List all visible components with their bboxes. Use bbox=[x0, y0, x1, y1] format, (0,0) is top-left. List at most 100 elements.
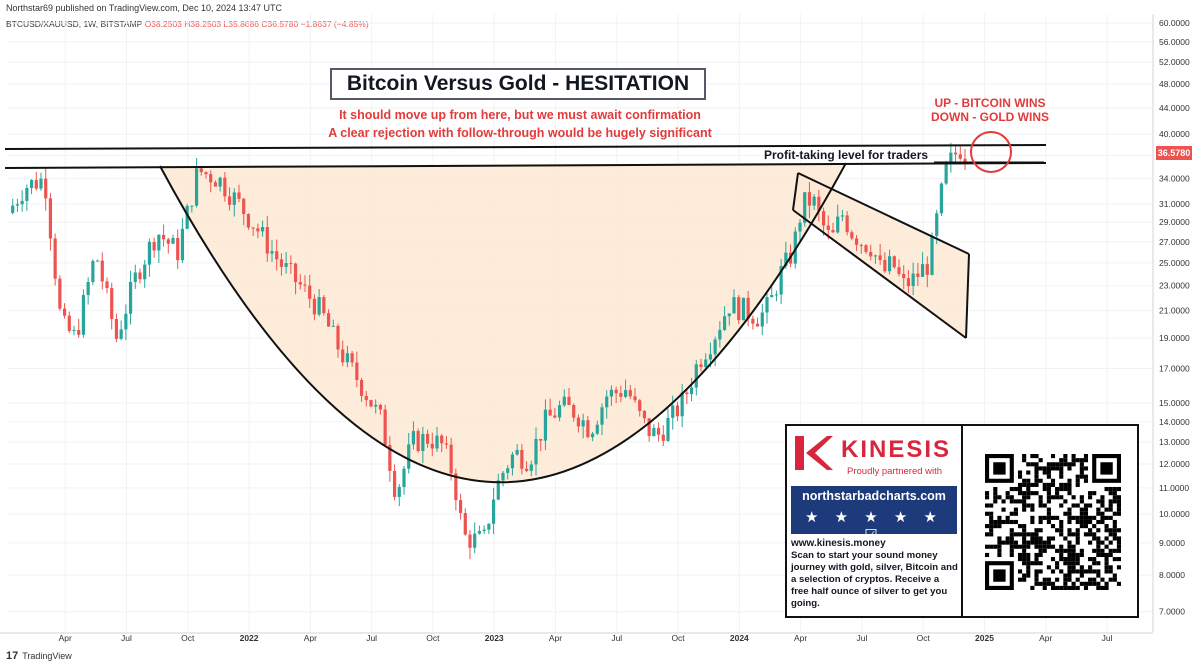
qr-module bbox=[1100, 503, 1105, 508]
candle-down bbox=[298, 282, 302, 285]
qr-module bbox=[1079, 474, 1084, 479]
qr-module bbox=[1067, 462, 1072, 467]
qr-module bbox=[1108, 491, 1113, 496]
qr-module bbox=[1108, 532, 1113, 537]
northstar-site[interactable]: northstarbadcharts.com bbox=[802, 489, 946, 503]
qr-module bbox=[997, 552, 1002, 558]
qr-module bbox=[1100, 585, 1105, 590]
northstar-banner[interactable]: northstarbadcharts.com ★ ★ ★ ★ ★ ☑ bbox=[791, 486, 957, 544]
cup-fill bbox=[160, 163, 846, 483]
qr-module bbox=[1005, 515, 1010, 520]
qr-module bbox=[1083, 454, 1089, 459]
qr-code-icon[interactable] bbox=[985, 454, 1121, 590]
candle-up bbox=[421, 433, 425, 452]
candle-down bbox=[359, 380, 364, 396]
kinesis-url[interactable]: www.kinesis.money bbox=[791, 538, 886, 549]
chart-title: Bitcoin Versus Gold - HESITATION bbox=[330, 68, 706, 100]
candle-up bbox=[510, 454, 515, 469]
qr-module bbox=[1071, 565, 1076, 570]
candle-up bbox=[345, 353, 350, 363]
candle-up bbox=[722, 316, 727, 330]
qr-module bbox=[1067, 466, 1072, 471]
qr-module bbox=[1055, 491, 1060, 496]
qr-module bbox=[1096, 528, 1101, 533]
qr-module bbox=[1067, 569, 1072, 574]
x-tick-label: 2025 bbox=[975, 633, 994, 643]
qr-module bbox=[1038, 581, 1043, 586]
qr-module bbox=[1034, 540, 1039, 545]
qr-module bbox=[1100, 548, 1105, 553]
qr-module bbox=[1026, 561, 1031, 566]
flag-right bbox=[965, 253, 970, 339]
candle-up bbox=[689, 387, 694, 395]
qr-module bbox=[1079, 519, 1084, 525]
tradingview-footer[interactable]: 17 TradingView bbox=[6, 650, 72, 662]
qr-module bbox=[1116, 565, 1121, 570]
qr-module bbox=[1055, 466, 1060, 471]
qr-module bbox=[1075, 557, 1080, 562]
qr-module bbox=[1034, 536, 1039, 541]
x-tick-label: Apr bbox=[304, 633, 317, 643]
candle-up bbox=[496, 480, 500, 500]
qr-module bbox=[1108, 507, 1113, 512]
qr-module bbox=[1079, 524, 1084, 529]
candle-up bbox=[713, 339, 717, 355]
x-tick-label: Jul bbox=[856, 633, 867, 643]
candle-down bbox=[628, 390, 632, 397]
y-tick-label: 9.0000 bbox=[1159, 538, 1185, 548]
qr-module bbox=[1063, 557, 1068, 562]
qr-module bbox=[989, 519, 994, 525]
candle-down bbox=[539, 438, 543, 441]
qr-module bbox=[1071, 544, 1076, 549]
candle-down bbox=[685, 392, 689, 395]
qr-module bbox=[1071, 515, 1076, 520]
ad-divider bbox=[961, 426, 963, 616]
qr-module bbox=[1046, 462, 1051, 467]
qr-module bbox=[989, 532, 994, 537]
candle-down bbox=[963, 158, 967, 162]
qr-module bbox=[1059, 474, 1064, 479]
qr-module bbox=[1088, 515, 1093, 520]
qr-module bbox=[997, 495, 1002, 500]
qr-module bbox=[1100, 519, 1105, 525]
candle-down bbox=[463, 513, 467, 535]
resistance-line-upper bbox=[4, 144, 1047, 150]
y-tick-label: 25.0000 bbox=[1159, 258, 1190, 268]
qr-module bbox=[1038, 519, 1043, 525]
candle-up bbox=[666, 417, 670, 441]
x-tick-label: 2023 bbox=[485, 633, 504, 643]
candle-down bbox=[925, 264, 929, 275]
qr-module bbox=[993, 519, 998, 525]
qr-module bbox=[1017, 499, 1023, 504]
qr-module bbox=[1055, 515, 1060, 520]
qr-module bbox=[1071, 503, 1076, 508]
candle-up bbox=[185, 205, 189, 229]
qr-module bbox=[1104, 557, 1109, 562]
candle-down bbox=[199, 168, 203, 173]
candle-up bbox=[482, 529, 486, 531]
x-tick-label: Apr bbox=[1039, 633, 1052, 643]
qr-module bbox=[1059, 552, 1064, 558]
qr-module bbox=[1022, 499, 1027, 504]
y-tick-label: 29.0000 bbox=[1159, 217, 1190, 227]
qr-module bbox=[1046, 486, 1051, 492]
y-tick-label: 17.0000 bbox=[1159, 364, 1190, 374]
candle-up bbox=[128, 281, 133, 314]
candle-down bbox=[44, 178, 48, 199]
qr-module bbox=[1071, 552, 1076, 558]
qr-module bbox=[1017, 482, 1023, 487]
qr-module bbox=[1092, 581, 1097, 586]
qr-module bbox=[1079, 499, 1084, 504]
candle-down bbox=[289, 263, 293, 265]
qr-module bbox=[1075, 478, 1080, 483]
qr-module bbox=[1042, 548, 1047, 553]
qr-module bbox=[1088, 565, 1093, 570]
kinesis-ad[interactable]: KINESIS Proudly partnered with northstar… bbox=[785, 424, 1139, 618]
qr-module bbox=[985, 544, 990, 549]
hesitation-circle bbox=[970, 131, 1012, 173]
qr-module bbox=[1116, 528, 1121, 533]
y-tick-label: 21.0000 bbox=[1159, 306, 1190, 316]
candle-down bbox=[458, 500, 463, 514]
flag-left bbox=[792, 172, 799, 211]
